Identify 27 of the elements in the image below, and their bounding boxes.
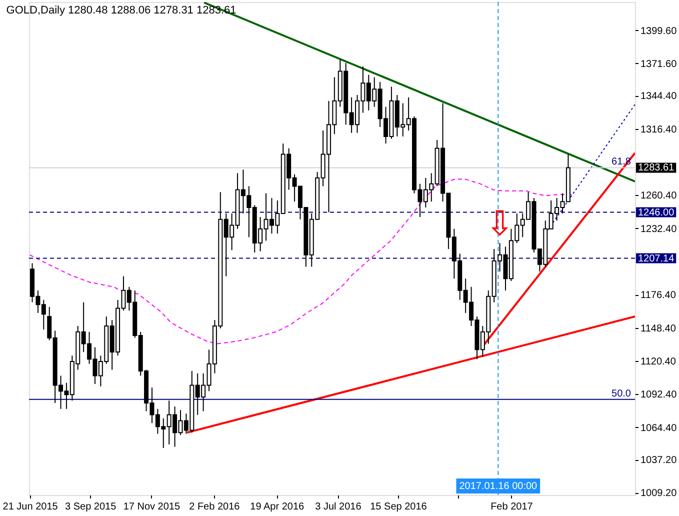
y-tick-label: 1371.60 (640, 58, 678, 70)
y-tick-label: 1344.40 (640, 91, 678, 102)
ref-line-label: 1283.61 (638, 162, 675, 174)
x-tick-label: 17 Nov 2015 (123, 502, 180, 512)
x-tick-label: 19 Apr 2016 (250, 502, 305, 512)
y-tick-label: 1260.40 (640, 190, 678, 202)
y-tick-label: 1009.20 (640, 488, 678, 500)
y-tick-label: 1064.40 (640, 422, 678, 434)
annotation: ⇩ (486, 204, 514, 244)
y-tick-label: 1092.40 (640, 390, 678, 401)
annotation: 50.0 (612, 388, 632, 400)
y-tick-label: 1399.60 (640, 26, 678, 37)
x-tick-label: 2 Feb 2016 (189, 502, 240, 512)
y-tick-label: 1148.40 (640, 323, 676, 334)
x-tick-label: 21 Jun 2015 (2, 502, 58, 512)
ref-line-label: 1246.00 (638, 207, 675, 218)
x-tick-label: Feb 2017 (490, 502, 534, 512)
ref-line-label: 2017.01.16 00:00 (459, 481, 538, 492)
x-tick-label: 3 Jul 2016 (315, 502, 362, 512)
x-tick-label: 3 Sep 2015 (65, 502, 117, 512)
y-tick-label: 1037.20 (640, 455, 678, 466)
ref-line-label: 1207.14 (638, 253, 675, 264)
x-tick-label: 15 Sep 2016 (370, 502, 428, 512)
y-tick-label: 1232.40 (640, 224, 678, 235)
y-tick-label: 1120.40 (640, 356, 676, 368)
y-tick-label: 1176.40 (640, 290, 676, 302)
y-tick-label: 1316.40 (640, 124, 678, 136)
